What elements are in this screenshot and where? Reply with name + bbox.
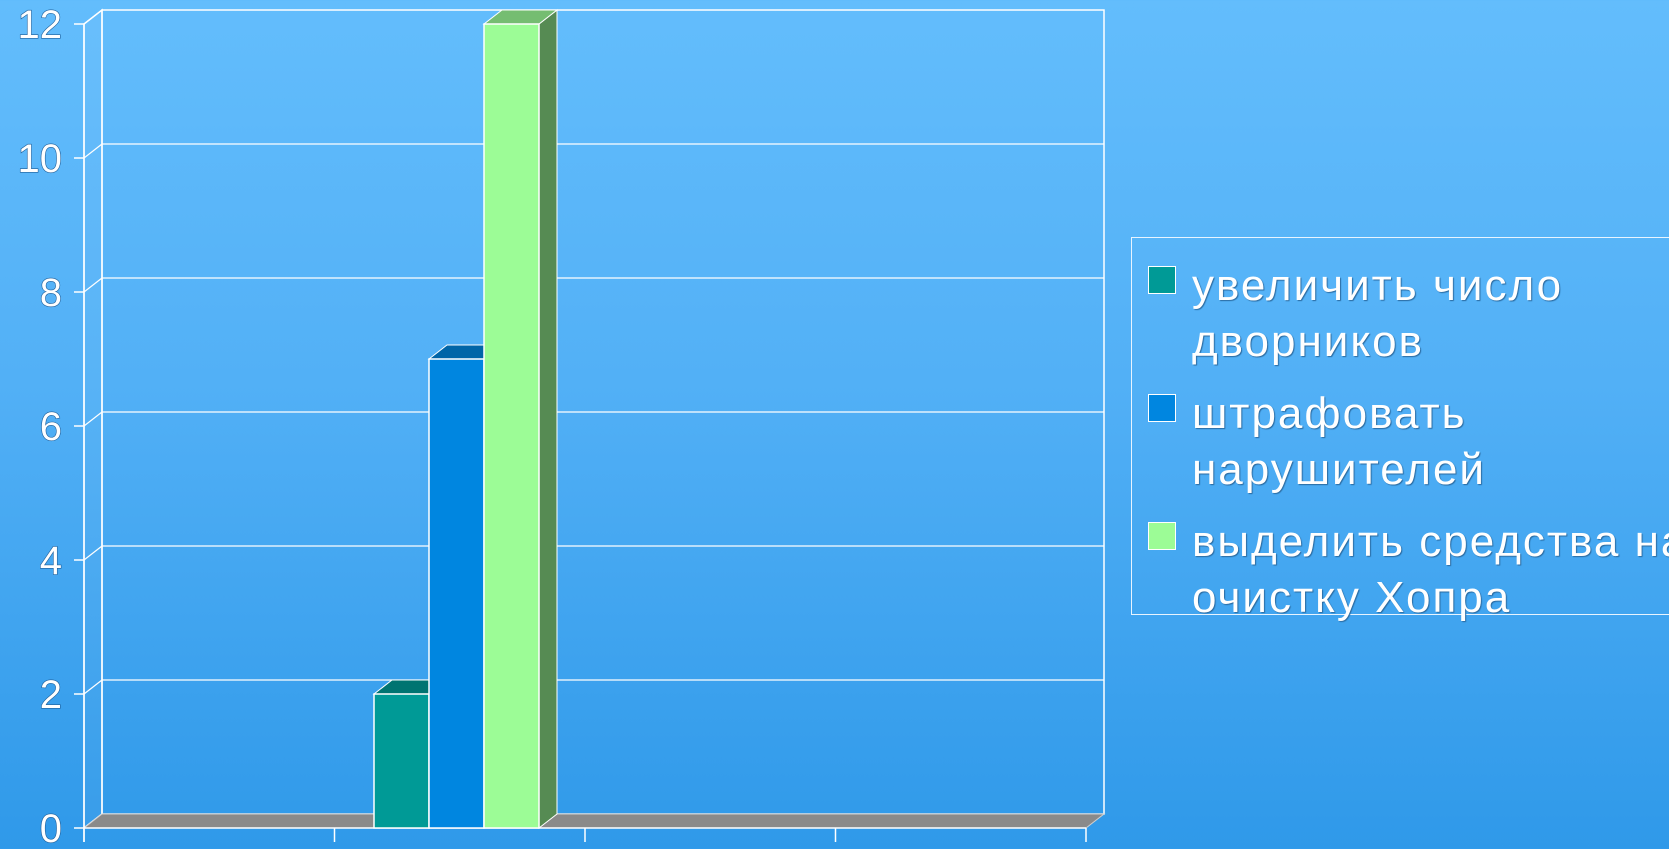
legend-label: выделить средства на очистку Хопра [1192, 517, 1669, 622]
y-tick-label: 0 [40, 807, 62, 849]
plot-floor [82, 813, 1106, 829]
legend-item: выделить средства на очистку Хопра [1148, 514, 1669, 626]
bars [372, 8, 559, 830]
gridline-side [83, 143, 103, 159]
gridline-side [83, 277, 103, 293]
legend-item: штрафовать нарушителей [1148, 386, 1669, 498]
legend-item: увеличить число дворников [1148, 258, 1669, 370]
y-tick-label: 2 [40, 673, 62, 717]
gridline-side [83, 545, 103, 561]
y-tick-label: 4 [40, 539, 62, 583]
y-tick-label: 10 [18, 137, 63, 181]
gridline-side [83, 9, 103, 25]
gridline-side [83, 411, 103, 427]
legend-swatch-icon [1148, 394, 1176, 422]
y-tick-labels: 0 2 4 6 8 10 12 [17, 2, 63, 849]
gridlines [83, 8, 1105, 830]
legend-swatch-icon [1148, 522, 1176, 550]
legend-swatch-icon [1148, 266, 1176, 294]
gridline-side [83, 679, 103, 695]
y-tick-label: 6 [40, 405, 62, 449]
legend-label: штрафовать нарушителей [1192, 389, 1487, 494]
bar [482, 8, 559, 830]
chart-axes [74, 23, 1106, 842]
y-tick-label: 8 [40, 271, 62, 315]
y-tick-label: 12 [18, 3, 63, 47]
legend: увеличить число дворников штрафовать нар… [1131, 237, 1669, 622]
legend-label: увеличить число дворников [1192, 261, 1564, 366]
